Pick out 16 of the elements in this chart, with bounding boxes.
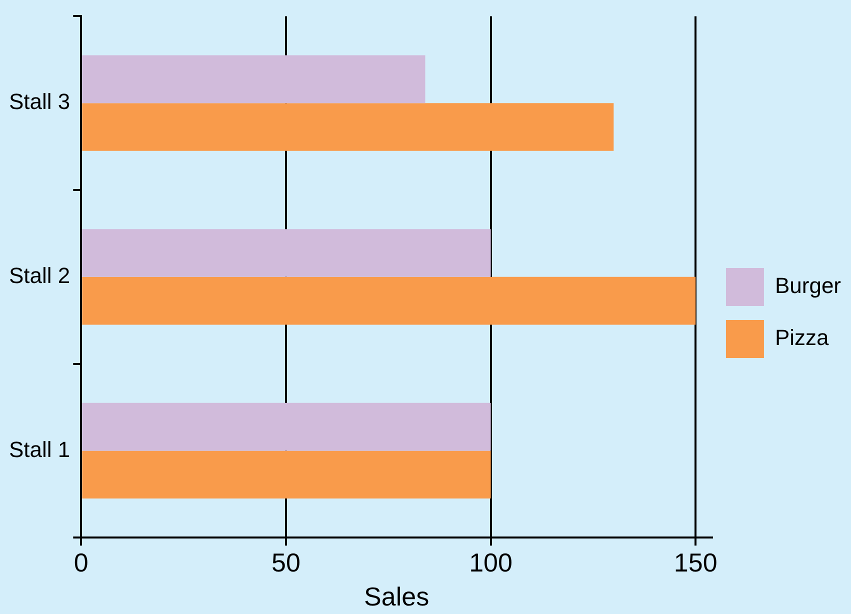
y-tick-label: Stall 1 (8, 436, 70, 462)
x-tick-label: 0 (74, 547, 88, 578)
bar (82, 229, 491, 277)
x-tick-label: 50 (271, 547, 300, 578)
y-tick-label: Stall 2 (8, 262, 70, 288)
x-tick-label: 150 (674, 547, 718, 578)
bar (82, 402, 491, 451)
bar (82, 103, 614, 151)
x-tick-label: 100 (469, 547, 512, 578)
bar (82, 55, 426, 104)
y-tick-label: Stall 3 (8, 89, 70, 114)
bar (82, 450, 491, 498)
x-axis-title: Sales (364, 582, 430, 612)
bar (82, 276, 696, 325)
legend-label: Burger (774, 273, 842, 298)
legend-label: Pizza (774, 325, 830, 350)
